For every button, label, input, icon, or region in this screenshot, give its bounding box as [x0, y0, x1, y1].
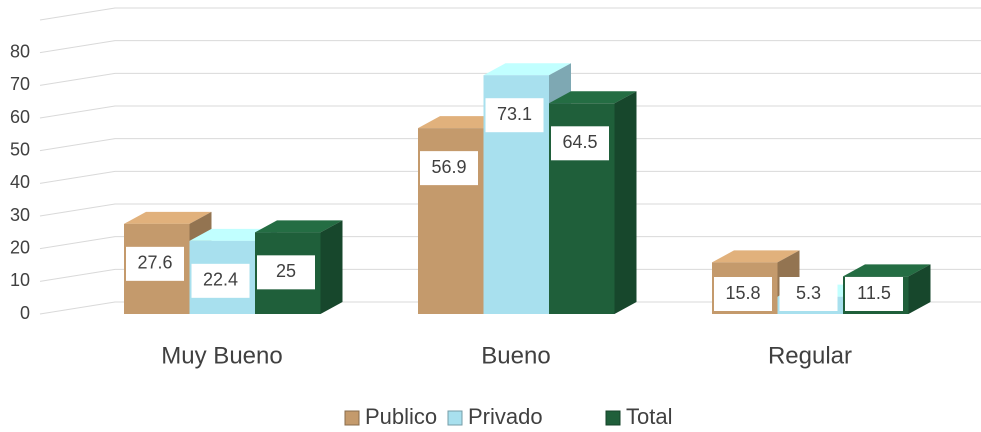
y-tick-label: 80 — [10, 41, 30, 61]
bar-top — [549, 91, 637, 104]
x-tick-label: Bueno — [481, 342, 550, 369]
grid-line — [39, 236, 981, 250]
data-label: 56.9 — [431, 157, 466, 177]
data-label: 27.6 — [137, 253, 172, 273]
x-tick-label: Regular — [768, 342, 852, 369]
legend-swatch — [344, 410, 360, 426]
grid-line — [39, 40, 981, 54]
data-label-box — [485, 98, 544, 133]
data-label-box — [779, 277, 838, 311]
y-tick-label: 0 — [20, 303, 30, 323]
data-label: 22.4 — [203, 270, 238, 290]
data-label-box — [257, 255, 315, 290]
bar-top — [483, 63, 571, 76]
bar-top — [124, 211, 212, 224]
grid-line — [39, 170, 981, 184]
data-label: 64.5 — [562, 132, 597, 152]
legend-label: Total — [626, 404, 672, 429]
bar-side — [320, 220, 343, 314]
y-tick-label: 10 — [10, 270, 30, 290]
grid-line — [39, 7, 981, 21]
bar-side — [614, 91, 637, 314]
bar-top — [255, 220, 343, 233]
bar-top — [712, 250, 800, 263]
data-label-box — [551, 126, 609, 161]
data-label-box — [714, 277, 772, 311]
grid-line — [39, 138, 981, 152]
data-label: 11.5 — [857, 283, 891, 303]
legend-label: Publico — [365, 404, 437, 429]
data-label: 15.8 — [725, 283, 760, 303]
bar-side — [908, 264, 931, 314]
grid-line — [39, 268, 981, 282]
data-label: 73.1 — [497, 104, 532, 124]
y-tick-label: 20 — [10, 237, 30, 257]
data-label: 5.3 — [796, 283, 821, 303]
data-label-box — [126, 246, 184, 281]
y-tick-label: 50 — [10, 139, 30, 159]
grid-line — [39, 105, 981, 119]
bar — [549, 91, 637, 314]
data-label: 25 — [276, 261, 296, 281]
data-label-box — [191, 263, 250, 298]
grid-line — [39, 301, 981, 315]
data-label-box — [845, 277, 903, 311]
y-tick-label: 40 — [10, 172, 30, 192]
legend-swatch — [447, 410, 463, 426]
data-label-box — [420, 151, 478, 186]
y-tick-label: 30 — [10, 205, 30, 225]
x-tick-label: Muy Bueno — [161, 342, 282, 369]
grid-line — [39, 203, 981, 217]
y-tick-label: 70 — [10, 74, 30, 94]
y-tick-label: 60 — [10, 107, 30, 127]
legend-label: Privado — [468, 404, 543, 429]
legend-swatch — [605, 410, 621, 426]
grid-line — [39, 72, 981, 86]
bar-top — [843, 264, 931, 277]
